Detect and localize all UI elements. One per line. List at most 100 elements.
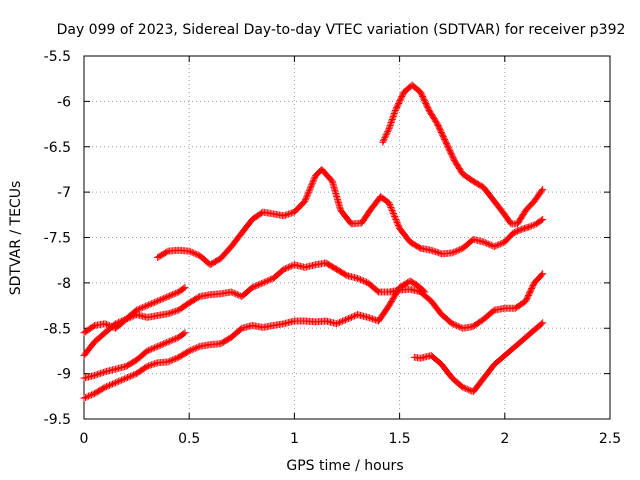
data-point [379,138,387,146]
data-point [392,215,400,223]
data-point [283,211,291,219]
data-point [386,123,394,131]
data-point [85,392,93,400]
y-axis-label: SDTVAR / TECUs [8,181,24,296]
data-point [88,391,96,399]
data-point [103,383,111,391]
data-point [389,209,397,217]
data-point [539,319,547,327]
data-point [185,347,193,355]
data-point [194,343,202,351]
data-point [539,270,547,278]
data-point [113,319,121,327]
data-point [191,250,199,258]
marker-layer [80,81,547,402]
data-point [83,393,91,401]
data-point [454,246,462,254]
data-point [136,305,144,313]
data-point [432,248,440,256]
data-point [490,243,498,251]
data-point [113,378,121,386]
data-point [308,181,316,189]
data-point [149,299,157,307]
data-point [302,194,310,202]
data-point [537,216,545,224]
data-point [341,316,349,324]
data-point [391,108,399,116]
data-point [181,329,189,337]
data-point [227,288,235,296]
data-point [450,320,458,328]
data-point [448,249,456,257]
data-point [453,322,461,330]
data-point [307,182,315,190]
x-tick-label: 2.5 [599,431,621,447]
plot-frame [83,55,611,420]
data-point [161,339,169,347]
y-tick-label: -9.5 [44,412,71,428]
data-point [188,248,196,256]
data-point [302,196,310,204]
data-point [386,201,394,209]
data-point [386,202,394,210]
data-point [348,313,356,321]
data-point [172,289,180,297]
data-point [380,135,388,143]
data-point [284,210,292,218]
data-point [158,295,166,303]
data-point [158,340,166,348]
data-point [253,281,261,289]
y-tick-label: -7.5 [44,231,71,247]
y-tick-label: -6 [57,94,71,110]
data-point [151,298,159,306]
data-point [116,318,124,326]
data-point [487,241,495,249]
data-point [125,373,133,381]
data-point [181,283,189,291]
data-point [124,315,132,323]
data-point [92,371,100,379]
data-point [306,185,314,193]
data-point [110,379,118,387]
data-point [148,361,156,369]
data-point [451,321,459,329]
data-point [185,247,193,255]
data-point [286,210,294,218]
data-point [172,307,180,315]
data-point [462,385,470,393]
data-point [115,318,123,326]
data-point [493,241,501,249]
data-point [180,330,188,338]
data-point [460,384,468,392]
data-series-s5 [80,329,189,382]
data-point [287,262,295,270]
data-point [394,220,402,228]
data-point [305,188,313,196]
data-point [248,283,256,291]
y-tick-label: -6.5 [44,140,71,156]
data-point [388,205,396,213]
x-tick-label: 0.5 [178,431,200,447]
data-point [463,385,471,393]
data-point [281,211,289,219]
data-point [257,280,265,288]
data-point [389,208,397,216]
data-point [369,315,377,323]
data-point [86,392,94,400]
data-point [140,303,148,311]
data-point [232,290,240,298]
data-point [537,320,545,328]
data-point [383,129,391,137]
chart-title: Day 099 of 2023, Sidereal Day-to-day VTE… [57,22,626,38]
data-series-s1 [154,165,547,269]
data-point [139,304,147,312]
data-point [107,381,115,389]
data-point [121,375,129,383]
data-point [531,221,539,229]
data-point [539,185,547,193]
data-series-s2 [379,81,547,228]
data-point [310,176,318,184]
data-point [262,278,270,286]
data-point [355,275,363,283]
